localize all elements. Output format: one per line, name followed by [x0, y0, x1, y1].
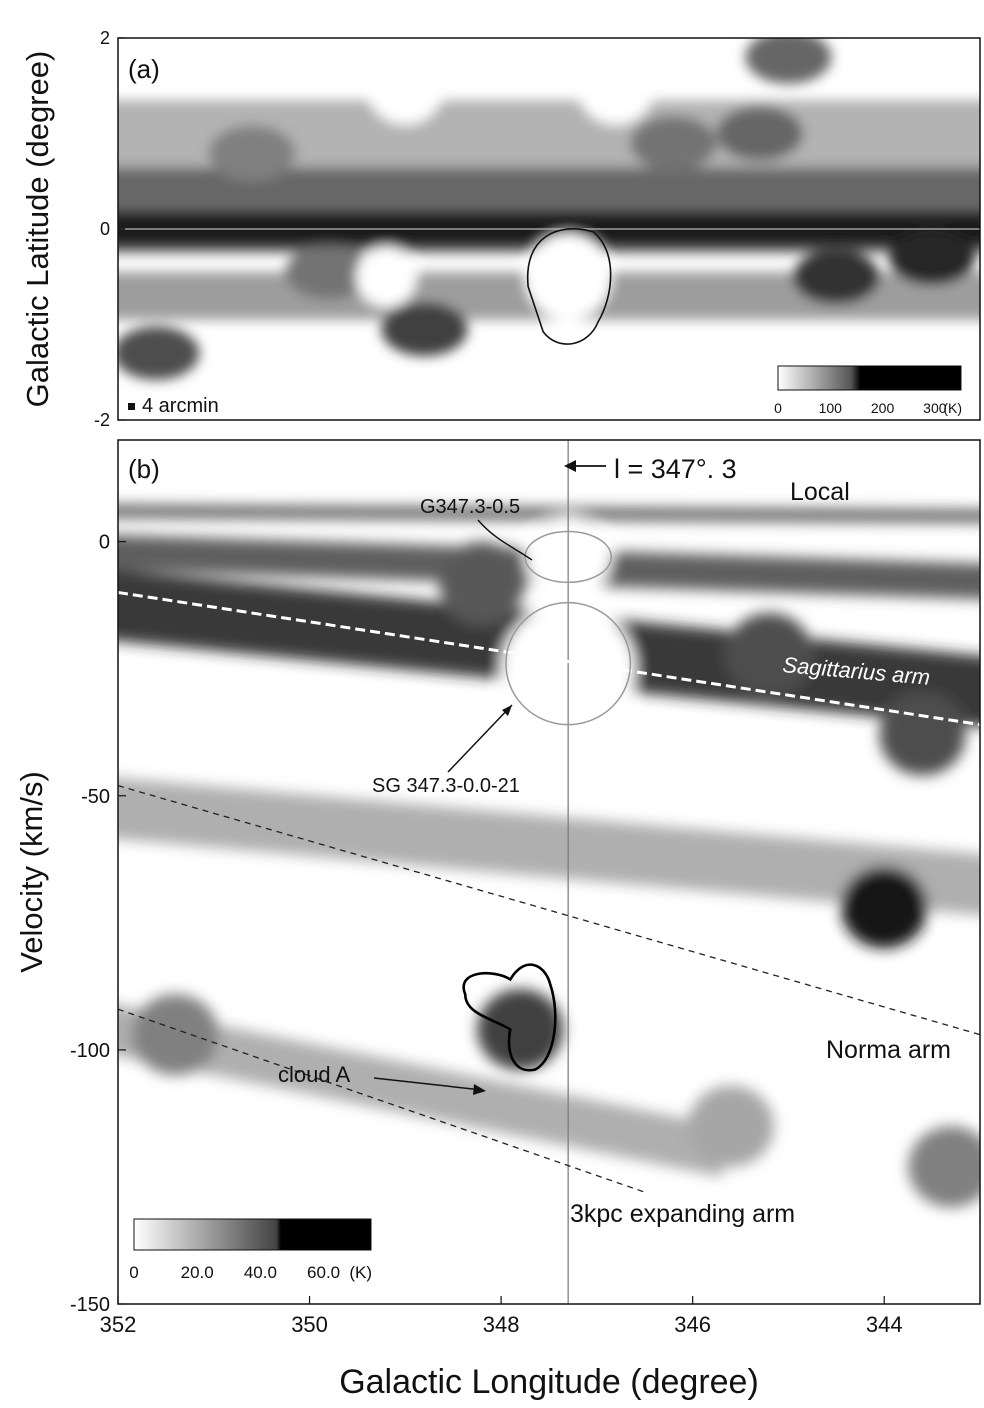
y-tick-label-b-0: 0	[99, 532, 110, 554]
cloud-a-pointer	[373, 1077, 483, 1091]
panel-b-x-axis-label: Galactic Longitude (degree)	[339, 1363, 759, 1401]
colorbar-b-ticks: 0 20.0 40.0 60.0 (K)	[129, 1263, 372, 1282]
emission-clump-b-2	[438, 541, 526, 623]
colorbar-b-gradient	[133, 1218, 372, 1251]
marker-line-label: l = 347°. 3	[614, 454, 737, 484]
emission-clump-b-6	[908, 1126, 980, 1208]
emission-clump-a-3	[745, 38, 832, 84]
colorbar-a-unit: (K)	[943, 400, 962, 416]
panel-a-emission	[118, 38, 980, 380]
label-expanding-arm: 3kpc expanding arm	[570, 1200, 795, 1228]
emission-band-b-2	[118, 504, 980, 523]
colorbar-a-tick-3: 300	[923, 400, 947, 416]
emission-void-a-0	[525, 233, 612, 320]
emission-band-b-3	[118, 778, 980, 916]
emission-clump-a-5	[793, 250, 880, 304]
panel-a-colorbar: 0 100 200 300(K)	[774, 365, 962, 416]
panel-b-emission	[118, 504, 980, 1208]
scale-bar-square	[128, 403, 135, 410]
y-tick-label-b-2: -100	[70, 1040, 110, 1062]
panel-b-frame	[117, 439, 981, 1305]
x-tick-label-b-1: 350	[291, 1312, 328, 1337]
x-tick-label-b-2: 348	[483, 1312, 520, 1337]
y-tick-label-a-0: 2	[100, 28, 110, 48]
g347-ellipse	[524, 530, 613, 584]
x-tick-label-b-0: 352	[100, 1312, 137, 1337]
emission-band-b-4	[118, 1005, 723, 1177]
emission-clump-b-3	[132, 993, 219, 1076]
colorbar-a-ticks: 0 100 200 300(K)	[774, 400, 962, 416]
label-sg-shell: SG 347.3-0.0-21	[372, 775, 520, 797]
colorbar-b-unit: (K)	[349, 1263, 372, 1282]
panel-b: (b) 0 -50 -100 -150 352 350 348 346 344 Velocit…	[14, 439, 981, 1401]
panel-b-x-ticks: 352 350 348 346 344	[100, 1296, 903, 1337]
y-tick-label-b-3: -150	[70, 1294, 110, 1316]
emission-clump-b-0	[841, 866, 928, 949]
colorbar-b-tick-0: 0	[129, 1263, 138, 1282]
x-tick-label-b-3: 346	[674, 1312, 711, 1337]
emission-void-a-2	[366, 47, 445, 125]
emission-clump-a-2	[285, 245, 372, 299]
panel-b-overlay	[118, 440, 980, 1304]
emission-clump-a-4	[716, 106, 803, 161]
colorbar-a-tick-1: 100	[819, 400, 843, 416]
panel-a-overlay	[118, 228, 980, 345]
panel-a: (a) 2 0 -2 Galactic Latitude (degree) 4 ar…	[20, 28, 981, 430]
panel-a-label: (a)	[128, 54, 160, 84]
colorbar-b-tick-3: 60.0	[307, 1263, 340, 1282]
emission-clump-b-7	[687, 1085, 775, 1167]
colorbar-a-tick-0: 0	[774, 400, 782, 416]
sg-shell-circle	[505, 601, 632, 726]
panel-b-y-axis-label: Velocity (km/s)	[14, 771, 49, 973]
y-tick-label-a-1: 0	[100, 219, 110, 239]
panel-b-colorbar: 0 20.0 40.0 60.0 (K)	[129, 1218, 372, 1282]
emission-clump-b-5	[879, 694, 966, 776]
emission-clump-a-1	[381, 302, 468, 357]
colorbar-a-tick-2: 200	[871, 400, 895, 416]
expanding-arm-line	[118, 1008, 645, 1193]
emission-clump-b-4	[726, 612, 813, 695]
label-local: Local	[790, 478, 850, 506]
cloud-a-outline	[462, 963, 557, 1072]
y-tick-label-a-2: -2	[94, 410, 110, 430]
panel-b-y-ticks: 0 -50 -100 -150	[70, 532, 126, 1316]
cloud-a-arrowhead	[473, 1084, 486, 1095]
x-tick-label-b-4: 344	[866, 1312, 903, 1337]
emission-clump-a-7	[208, 125, 296, 180]
emission-void-a-1	[356, 246, 417, 307]
panel-a-y-ticks: 2 0 -2	[94, 28, 125, 430]
panel-a-y-axis-label: Galactic Latitude (degree)	[20, 51, 55, 408]
label-cloud-a: cloud A	[278, 1062, 350, 1087]
emission-clump-a-8	[630, 116, 717, 170]
sg-shell-pointer	[447, 704, 513, 773]
emission-void-a-3	[577, 47, 655, 125]
marker-arrowhead	[564, 460, 576, 472]
colorbar-b-tick-2: 40.0	[244, 1263, 277, 1282]
sagittarius-arm-line	[118, 590, 980, 727]
scale-bar-label: 4 arcmin	[142, 395, 219, 417]
label-norma-arm: Norma arm	[826, 1036, 951, 1064]
y-tick-label-b-1: -50	[81, 786, 110, 808]
colorbar-a-gradient	[777, 365, 962, 391]
colorbar-b-tick-1: 20.0	[181, 1263, 214, 1282]
label-g347: G347.3-0.5	[420, 496, 520, 518]
emission-clump-b-1	[477, 988, 564, 1071]
sg-shell-arrowhead	[502, 705, 512, 716]
panel-b-label: (b)	[128, 454, 160, 484]
g347-pointer	[477, 519, 533, 561]
emission-clump-a-0	[118, 326, 200, 380]
snr-outline-contour	[526, 228, 612, 345]
emission-clump-a-6	[889, 230, 976, 285]
